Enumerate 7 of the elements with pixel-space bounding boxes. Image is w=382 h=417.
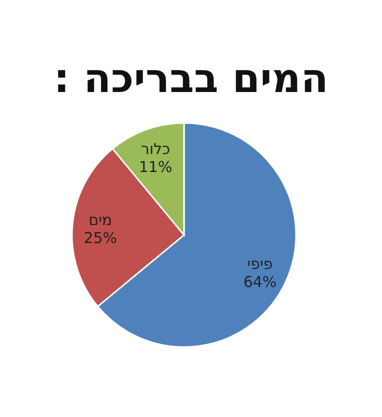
data-label: 64% bbox=[243, 272, 277, 291]
chart-title: המים בבריכה : bbox=[54, 56, 328, 102]
slice-label: מים bbox=[88, 211, 112, 230]
data-label: 11% bbox=[138, 158, 172, 176]
slice-label: פיפי bbox=[247, 254, 273, 273]
data-label: 25% bbox=[84, 229, 118, 248]
slice-label: כלור bbox=[141, 140, 170, 158]
